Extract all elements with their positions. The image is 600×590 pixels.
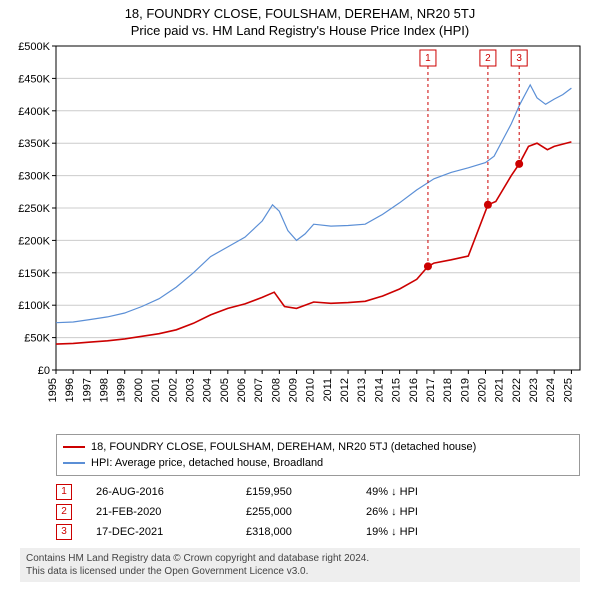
x-tick-label: 2008 bbox=[270, 378, 282, 402]
x-tick-label: 2011 bbox=[322, 378, 334, 402]
event-row-date: 21-FEB-2020 bbox=[96, 502, 246, 522]
event-dot bbox=[515, 160, 523, 168]
x-tick-label: 2016 bbox=[408, 378, 420, 402]
x-tick-label: 2017 bbox=[425, 378, 437, 402]
legend-swatch bbox=[63, 446, 85, 448]
y-tick-label: £0 bbox=[38, 365, 50, 377]
chart-container: 18, FOUNDRY CLOSE, FOULSHAM, DEREHAM, NR… bbox=[0, 0, 600, 582]
x-tick-label: 2019 bbox=[459, 378, 471, 402]
x-tick-label: 2000 bbox=[133, 378, 145, 402]
x-tick-label: 2023 bbox=[528, 378, 540, 402]
y-tick-label: £300K bbox=[18, 171, 50, 183]
y-tick-label: £450K bbox=[18, 73, 50, 85]
x-tick-label: 1997 bbox=[81, 378, 93, 402]
x-tick-label: 1998 bbox=[99, 378, 111, 402]
event-row-diff: 49% ↓ HPI bbox=[366, 482, 418, 502]
x-tick-label: 2022 bbox=[511, 378, 523, 402]
x-tick-label: 2021 bbox=[494, 378, 506, 402]
title-block: 18, FOUNDRY CLOSE, FOULSHAM, DEREHAM, NR… bbox=[0, 0, 600, 40]
x-tick-label: 2002 bbox=[167, 378, 179, 402]
x-tick-label: 2024 bbox=[545, 378, 557, 402]
x-tick-label: 2020 bbox=[477, 378, 489, 402]
x-tick-label: 1999 bbox=[116, 378, 128, 402]
event-dot bbox=[484, 201, 492, 209]
legend-swatch bbox=[63, 462, 85, 464]
event-dot bbox=[424, 262, 432, 270]
x-tick-label: 2013 bbox=[356, 378, 368, 402]
event-row: 1 26-AUG-2016£159,95049% ↓ HPI bbox=[56, 482, 580, 502]
x-tick-label: 2007 bbox=[253, 378, 265, 402]
x-tick-label: 2018 bbox=[442, 378, 454, 402]
x-tick-label: 2003 bbox=[184, 378, 196, 402]
events-table: 1 26-AUG-2016£159,95049% ↓ HPI 2 21-FEB-202… bbox=[56, 482, 580, 542]
x-tick-label: 2009 bbox=[288, 378, 300, 402]
footer-line2: This data is licensed under the Open Gov… bbox=[26, 565, 574, 578]
x-tick-label: 2006 bbox=[236, 378, 248, 402]
x-tick-label: 2025 bbox=[562, 378, 574, 402]
event-row: 3 17-DEC-2021£318,00019% ↓ HPI bbox=[56, 522, 580, 542]
legend-label: 18, FOUNDRY CLOSE, FOULSHAM, DEREHAM, NR… bbox=[91, 439, 476, 455]
x-tick-label: 2015 bbox=[391, 378, 403, 402]
event-row-price: £159,950 bbox=[246, 482, 366, 502]
chart: £0 £50K £100K £150K £200K £250K £300K £350K £400… bbox=[0, 40, 600, 430]
event-marker-num: 3 bbox=[516, 53, 522, 64]
y-tick-label: £400K bbox=[18, 106, 50, 118]
event-row-marker: 2 bbox=[56, 504, 72, 520]
event-marker-num: 1 bbox=[425, 53, 431, 64]
y-tick-label: £100K bbox=[18, 300, 50, 312]
event-row-diff: 19% ↓ HPI bbox=[366, 522, 418, 542]
x-tick-label: 2005 bbox=[219, 378, 231, 402]
y-tick-label: £500K bbox=[18, 41, 50, 53]
event-marker-num: 2 bbox=[485, 53, 491, 64]
y-tick-label: £250K bbox=[18, 203, 50, 215]
event-row-price: £255,000 bbox=[246, 502, 366, 522]
title-sub: Price paid vs. HM Land Registry's House … bbox=[0, 23, 600, 38]
legend-item: HPI: Average price, detached house, Broa… bbox=[63, 455, 573, 471]
event-row-date: 17-DEC-2021 bbox=[96, 522, 246, 542]
x-tick-label: 1995 bbox=[47, 378, 59, 402]
legend: 18, FOUNDRY CLOSE, FOULSHAM, DEREHAM, NR… bbox=[56, 434, 580, 476]
x-tick-label: 1996 bbox=[64, 378, 76, 402]
y-tick-label: £150K bbox=[18, 268, 50, 280]
x-tick-label: 2004 bbox=[202, 378, 214, 402]
y-tick-label: £350K bbox=[18, 138, 50, 150]
x-tick-label: 2014 bbox=[373, 378, 385, 402]
series-price_paid bbox=[56, 142, 571, 344]
event-row-price: £318,000 bbox=[246, 522, 366, 542]
legend-item: 18, FOUNDRY CLOSE, FOULSHAM, DEREHAM, NR… bbox=[63, 439, 573, 455]
x-tick-label: 2001 bbox=[150, 378, 162, 402]
event-row-marker: 3 bbox=[56, 524, 72, 540]
footer: Contains HM Land Registry data © Crown c… bbox=[20, 548, 580, 582]
series-hpi bbox=[56, 85, 571, 323]
event-row: 2 21-FEB-2020£255,00026% ↓ HPI bbox=[56, 502, 580, 522]
event-row-date: 26-AUG-2016 bbox=[96, 482, 246, 502]
x-tick-label: 2010 bbox=[305, 378, 317, 402]
footer-line1: Contains HM Land Registry data © Crown c… bbox=[26, 552, 574, 565]
y-tick-label: £200K bbox=[18, 235, 50, 247]
x-tick-label: 2012 bbox=[339, 378, 351, 402]
event-row-marker: 1 bbox=[56, 484, 72, 500]
event-row-diff: 26% ↓ HPI bbox=[366, 502, 418, 522]
chart-svg: £0 £50K £100K £150K £200K £250K £300K £350K £400… bbox=[0, 40, 600, 430]
title-main: 18, FOUNDRY CLOSE, FOULSHAM, DEREHAM, NR… bbox=[0, 6, 600, 21]
y-tick-label: £50K bbox=[24, 333, 50, 345]
legend-label: HPI: Average price, detached house, Broa… bbox=[91, 455, 323, 471]
